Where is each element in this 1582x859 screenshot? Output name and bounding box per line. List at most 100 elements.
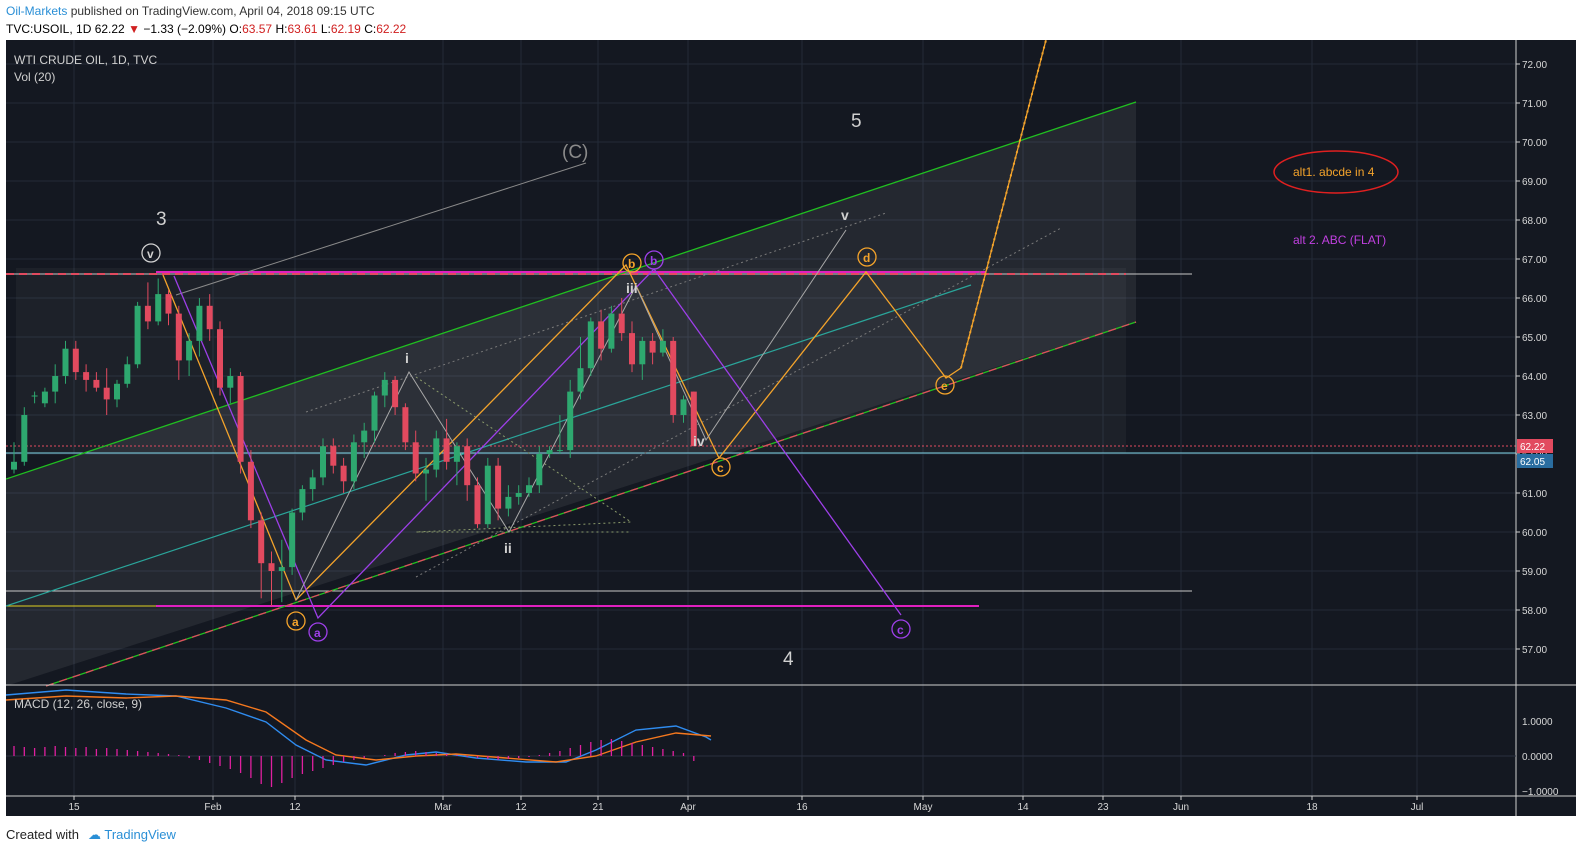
wave-5-label: 5 xyxy=(851,111,862,132)
candle-body xyxy=(371,395,378,431)
time-tick-label: 12 xyxy=(289,802,301,813)
candle-body xyxy=(196,305,203,341)
price-tick-label: 57.00 xyxy=(1522,645,1547,656)
candle-body xyxy=(278,567,285,571)
candle-body xyxy=(62,348,69,376)
candle-body xyxy=(680,399,687,415)
candle-body xyxy=(495,465,502,509)
tradingview-logo[interactable]: ☁ TradingView xyxy=(88,827,176,842)
blue-price-tag xyxy=(1517,454,1553,468)
candle-body xyxy=(536,454,543,486)
purple-abc-path xyxy=(173,267,902,620)
candle-body xyxy=(93,379,100,388)
candle-body xyxy=(175,313,182,361)
candle-body xyxy=(608,313,615,349)
time-tick-label: Feb xyxy=(204,802,222,813)
candle-body xyxy=(546,450,553,454)
candle-body xyxy=(484,465,491,525)
wave-v-small-label: v xyxy=(841,207,849,223)
purple-c-marker xyxy=(891,619,911,639)
candle-body xyxy=(453,446,460,462)
last-price: 62.22 xyxy=(94,22,125,36)
candle-body xyxy=(72,348,79,373)
candle-body xyxy=(165,294,172,314)
time-tick-label: 21 xyxy=(592,802,604,813)
price-tick-label: 72.00 xyxy=(1522,60,1547,71)
candle-body xyxy=(217,329,223,388)
candle-body xyxy=(268,563,275,571)
time-axis[interactable]: 15 Feb 12 Mar 12 21 Apr 16 May 14 23 Jun 18 Jul xyxy=(68,796,1423,813)
alt1-highlight-ellipse xyxy=(1273,150,1399,194)
macd-histogram xyxy=(13,739,695,787)
price-tick-label: 60.00 xyxy=(1522,528,1547,539)
instrument-title: WTI CRUDE OIL, 1D, TVC xyxy=(14,53,157,67)
circle-v-label: v xyxy=(147,247,154,261)
price-tick-label: 66.00 xyxy=(1522,294,1547,305)
wave-iii-label: iii xyxy=(626,280,638,296)
price-tick-label: 64.00 xyxy=(1522,372,1547,383)
time-tick-label: Jun xyxy=(1173,802,1189,813)
candle-body xyxy=(186,340,193,361)
price-tick-label: 58.00 xyxy=(1522,606,1547,617)
candle-body xyxy=(392,379,399,408)
candle-body xyxy=(227,376,234,388)
time-tick-label: 14 xyxy=(1017,802,1029,813)
circle-v-marker xyxy=(141,243,161,263)
candles-group xyxy=(11,278,697,607)
purple-b-marker xyxy=(644,250,664,270)
last-price-tag xyxy=(1517,439,1553,453)
candle-body xyxy=(320,446,326,478)
open-value: 63.57 xyxy=(242,22,273,36)
macd-axis-label-3: −1.0000 xyxy=(1522,787,1559,798)
chart-area[interactable]: 72.00 71.00 70.00 69.00 68.00 67.00 66.00 65.00… xyxy=(5,39,1576,816)
wave-iv-label: iv xyxy=(693,433,705,449)
price-axis-bg xyxy=(1516,40,1576,685)
orange-b-label: b xyxy=(628,257,635,271)
wave-C-label: (C) xyxy=(562,142,588,163)
time-tick-label: 16 xyxy=(796,802,808,813)
author-link[interactable]: Oil-Markets xyxy=(6,4,68,18)
grid xyxy=(6,40,1516,796)
orange-e-label: e xyxy=(941,379,948,393)
macd-axis-label-1: 1.0000 xyxy=(1522,717,1553,728)
candle-body xyxy=(505,496,512,509)
publish-info: Oil-Markets published on TradingView.com… xyxy=(6,4,375,18)
price-chart-svg[interactable]: 72.00 71.00 70.00 69.00 68.00 67.00 66.00 65.00… xyxy=(5,39,1576,816)
alt2-note: alt 2. ABC (FLAT) xyxy=(1293,233,1386,247)
high-label: H: xyxy=(275,22,288,36)
price-tick-label: 71.00 xyxy=(1522,99,1547,110)
candle-body xyxy=(474,485,481,525)
macd-pane: MACD (12, 26, close, 9) 1.0000 0.0000 −1… xyxy=(5,689,1559,798)
orange-projection-dotted xyxy=(960,39,1047,369)
close-value: 62.22 xyxy=(376,22,407,36)
candle-body xyxy=(144,305,151,322)
candle-body xyxy=(289,512,296,568)
time-tick-label: 15 xyxy=(68,802,80,813)
created-with-label: Created with xyxy=(6,827,79,842)
orange-a-marker xyxy=(286,611,306,631)
purple-a-label: a xyxy=(314,626,321,640)
channel-mid-teal xyxy=(5,284,972,607)
candle-body xyxy=(629,333,635,365)
candle-body xyxy=(114,383,120,400)
symbol-label: TVC:USOIL, 1D xyxy=(6,22,92,36)
orange-d-marker xyxy=(857,247,877,267)
down-arrow-icon: ▼ xyxy=(128,22,140,36)
candle-body xyxy=(21,415,28,462)
price-tick-label: 59.00 xyxy=(1522,567,1547,578)
candle-body xyxy=(134,305,141,365)
candle-body xyxy=(52,376,59,392)
chart-background xyxy=(6,40,1576,816)
candle-body xyxy=(659,340,666,353)
ohlc-legend: TVC:USOIL, 1D 62.22 ▼ −1.33 (−2.09%) O:6… xyxy=(6,22,406,36)
published-text: published on TradingView.com, April 04, … xyxy=(70,4,375,18)
candle-body xyxy=(670,340,677,415)
macd-title: MACD (12, 26, close, 9) xyxy=(14,697,142,711)
price-change: −1.33 (−2.09%) xyxy=(143,22,227,36)
candle-body xyxy=(587,321,594,369)
publish-header: Oil-Markets published on TradingView.com… xyxy=(0,0,1582,40)
time-tick-label: 12 xyxy=(515,802,527,813)
wave-ii-label: ii xyxy=(504,540,512,556)
candle-body xyxy=(124,364,131,384)
triangle-dotted xyxy=(415,376,633,533)
